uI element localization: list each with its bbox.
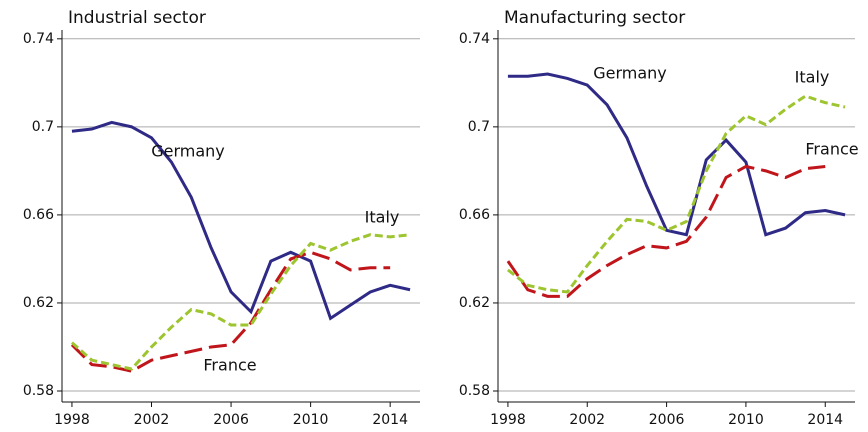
y-tick-label: 0.66: [459, 207, 490, 223]
series-label: France: [203, 356, 256, 375]
series-line: [506, 94, 846, 294]
series-line: [70, 250, 391, 373]
chart-title: Manufacturing sector: [504, 8, 685, 28]
series-line: [71, 120, 411, 321]
series-line: [507, 72, 846, 237]
series-label: Germany: [151, 142, 225, 161]
y-tick-label: 0.58: [23, 383, 54, 399]
series-label: Italy: [365, 208, 400, 227]
series-line: [506, 164, 826, 298]
x-tick-label: 2010: [728, 412, 764, 428]
series-line: [70, 233, 411, 371]
series-label: Germany: [593, 64, 667, 83]
y-tick-label: 0.62: [23, 295, 54, 311]
x-tick-label: 2002: [134, 412, 170, 428]
x-tick-label: 1998: [54, 412, 90, 428]
x-tick-label: 2006: [213, 412, 249, 428]
y-tick-label: 0.62: [459, 295, 490, 311]
y-tick-label: 0.7: [32, 119, 54, 135]
y-tick-label: 0.7: [468, 119, 490, 135]
chart-title: Industrial sector: [68, 8, 206, 28]
x-tick-label: 2010: [293, 412, 329, 428]
y-tick-label: 0.74: [459, 31, 490, 47]
x-tick-label: 2014: [807, 412, 843, 428]
series-label: Italy: [795, 68, 830, 87]
y-tick-label: 0.58: [459, 383, 490, 399]
x-tick-label: 2002: [569, 412, 605, 428]
series-label: France: [805, 140, 858, 159]
x-tick-label: 1998: [490, 412, 526, 428]
y-tick-label: 0.74: [23, 31, 54, 47]
y-tick-label: 0.66: [23, 207, 54, 223]
x-tick-label: 2014: [372, 412, 408, 428]
x-tick-label: 2006: [649, 412, 685, 428]
